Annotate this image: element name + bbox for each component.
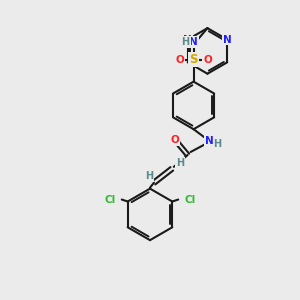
Text: N: N: [183, 34, 192, 44]
Text: S: S: [189, 53, 198, 66]
Text: H: H: [176, 158, 184, 168]
Text: H: H: [145, 171, 153, 181]
Text: O: O: [170, 135, 179, 145]
Text: Cl: Cl: [104, 194, 116, 205]
Text: H: H: [213, 139, 221, 149]
Text: N: N: [223, 34, 232, 44]
Text: N: N: [205, 136, 214, 146]
Text: O: O: [175, 55, 184, 65]
Text: N: N: [189, 37, 198, 47]
Text: H: H: [182, 37, 190, 47]
Text: Cl: Cl: [184, 194, 196, 205]
Text: O: O: [203, 55, 212, 65]
